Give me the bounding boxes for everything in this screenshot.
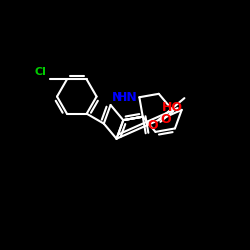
- Text: O: O: [160, 113, 170, 126]
- Text: O: O: [147, 119, 158, 132]
- Text: Cl: Cl: [34, 68, 46, 78]
- Text: HN: HN: [117, 91, 138, 104]
- Text: N: N: [112, 91, 122, 104]
- Text: HO: HO: [162, 100, 183, 114]
